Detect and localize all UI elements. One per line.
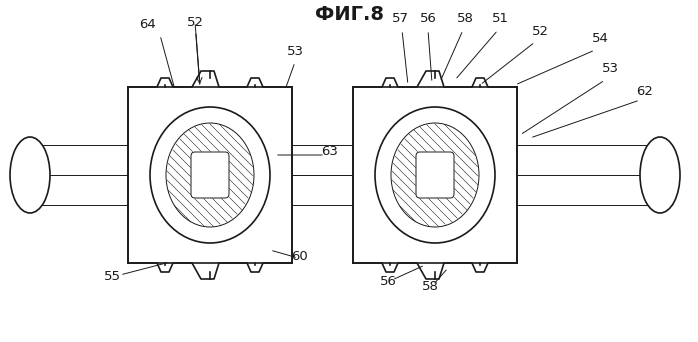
Text: 61: 61 [202, 168, 218, 181]
Text: 56: 56 [419, 12, 436, 25]
Ellipse shape [10, 137, 50, 213]
Ellipse shape [391, 123, 479, 227]
Ellipse shape [375, 107, 495, 243]
Text: 58: 58 [456, 12, 473, 25]
Text: 51: 51 [491, 12, 509, 25]
Text: 52: 52 [531, 25, 549, 38]
Text: 60: 60 [292, 250, 309, 263]
Text: 55: 55 [103, 270, 121, 283]
Text: 52: 52 [186, 15, 204, 84]
Text: 53: 53 [286, 45, 304, 58]
Ellipse shape [166, 123, 254, 227]
Text: 57: 57 [392, 12, 408, 25]
Text: 64: 64 [140, 18, 156, 31]
Text: 64: 64 [186, 202, 203, 215]
Ellipse shape [640, 137, 680, 213]
FancyBboxPatch shape [416, 152, 454, 198]
Bar [353, 87, 517, 263]
Text: 56: 56 [380, 275, 396, 288]
Text: 63: 63 [322, 145, 339, 158]
Ellipse shape [150, 107, 270, 243]
Text: 54: 54 [592, 32, 609, 45]
Text: 58: 58 [422, 280, 438, 293]
FancyBboxPatch shape [191, 152, 229, 198]
Text: 62: 62 [167, 185, 184, 198]
Text: 53: 53 [602, 62, 618, 75]
Text: 62: 62 [637, 85, 653, 98]
Bar [128, 87, 292, 263]
Text: ФИГ.8: ФИГ.8 [315, 5, 383, 25]
